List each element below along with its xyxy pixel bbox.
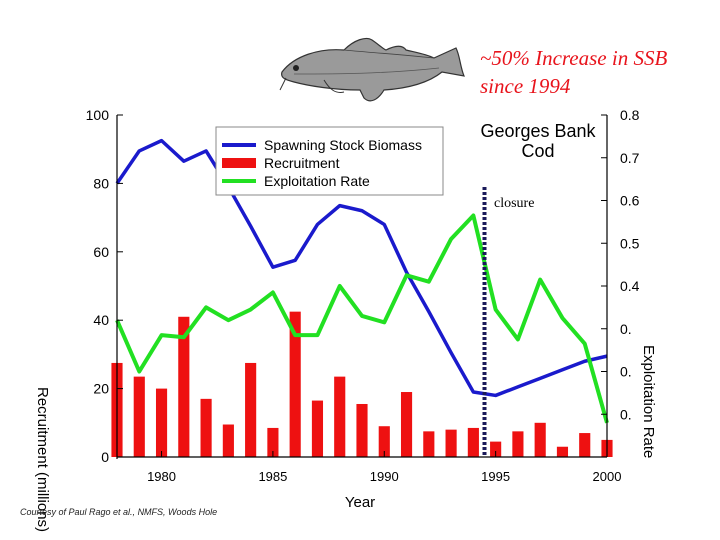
- recruitment-bar: [445, 429, 457, 457]
- recruitment-bar: [579, 433, 591, 457]
- legend-ssb-label: Spawning Stock Biomass: [264, 137, 422, 153]
- right-tick-label: 0.: [620, 321, 632, 337]
- right-tick-label: 0.: [620, 364, 632, 380]
- recruitment-bar: [289, 311, 301, 457]
- chart-title-line-1: Georges Bank: [480, 121, 596, 141]
- right-tick-label: 0.5: [620, 235, 640, 251]
- right-tick-label: 0.8: [620, 107, 640, 123]
- left-tick-label: 20: [93, 381, 109, 397]
- recruitment-bar: [400, 392, 413, 457]
- recruitment-bar: [133, 376, 145, 457]
- recruitment-bar: [356, 403, 368, 457]
- left-tick-label: 40: [93, 312, 109, 328]
- headline-line-2: since 1994: [480, 74, 571, 98]
- right-tick-label: 0.7: [620, 150, 640, 166]
- headline-line-1: ~50% Increase in SSB: [480, 46, 668, 70]
- legend-exploitation-label: Exploitation Rate: [264, 173, 370, 189]
- recruitment-bar: [467, 427, 479, 457]
- recruitment-bar: [534, 422, 546, 457]
- legend-recruitment-swatch: [222, 158, 256, 168]
- recruitment-bar: [423, 431, 435, 457]
- right-axis-label: Exploitation Rate: [640, 345, 657, 458]
- right-tick-label: 0.: [620, 406, 632, 422]
- legend-recruitment-label: Recruitment: [264, 155, 340, 171]
- x-tick-label: 2000: [593, 469, 622, 484]
- recruitment-bar: [334, 376, 346, 457]
- x-tick-label: 1985: [258, 469, 287, 484]
- left-tick-label: 0: [101, 449, 109, 465]
- closure-annotation: closure: [494, 196, 534, 211]
- left-axis-label: Recruitment (millions): [34, 387, 51, 532]
- credit-text: Courtesy of Paul Rago et al., NMFS, Wood…: [20, 507, 218, 517]
- spawning-stock-biomass-line: [115, 138, 608, 398]
- x-tick-label: 1990: [370, 469, 399, 484]
- recruitment-bar: [222, 424, 234, 457]
- recruitment-bar: [245, 362, 257, 457]
- exploitation-rate-line: [115, 213, 609, 424]
- recruitment-bar: [178, 316, 190, 457]
- recruitment-bar: [311, 400, 324, 457]
- recruitment-bar: [512, 431, 524, 457]
- right-tick-label: 0.4: [620, 278, 640, 294]
- left-tick-label: 60: [93, 244, 109, 260]
- recruitment-bar: [200, 398, 212, 457]
- x-tick-label: 1980: [147, 469, 176, 484]
- recruitment-bar: [378, 426, 390, 457]
- x-axis-label: Year: [345, 494, 375, 511]
- recruitment-bar: [490, 441, 502, 457]
- left-tick-label: 80: [93, 175, 109, 191]
- left-tick-label: 100: [86, 107, 110, 123]
- right-tick-label: 0.6: [620, 193, 640, 209]
- recruitment-bar: [267, 427, 279, 457]
- x-tick-label: 1995: [481, 469, 510, 484]
- chart-title-line-2: Cod: [521, 141, 554, 161]
- recruitment-bar: [556, 446, 569, 457]
- recruitment-bar: [155, 388, 168, 457]
- cod-fish-icon: [279, 37, 465, 102]
